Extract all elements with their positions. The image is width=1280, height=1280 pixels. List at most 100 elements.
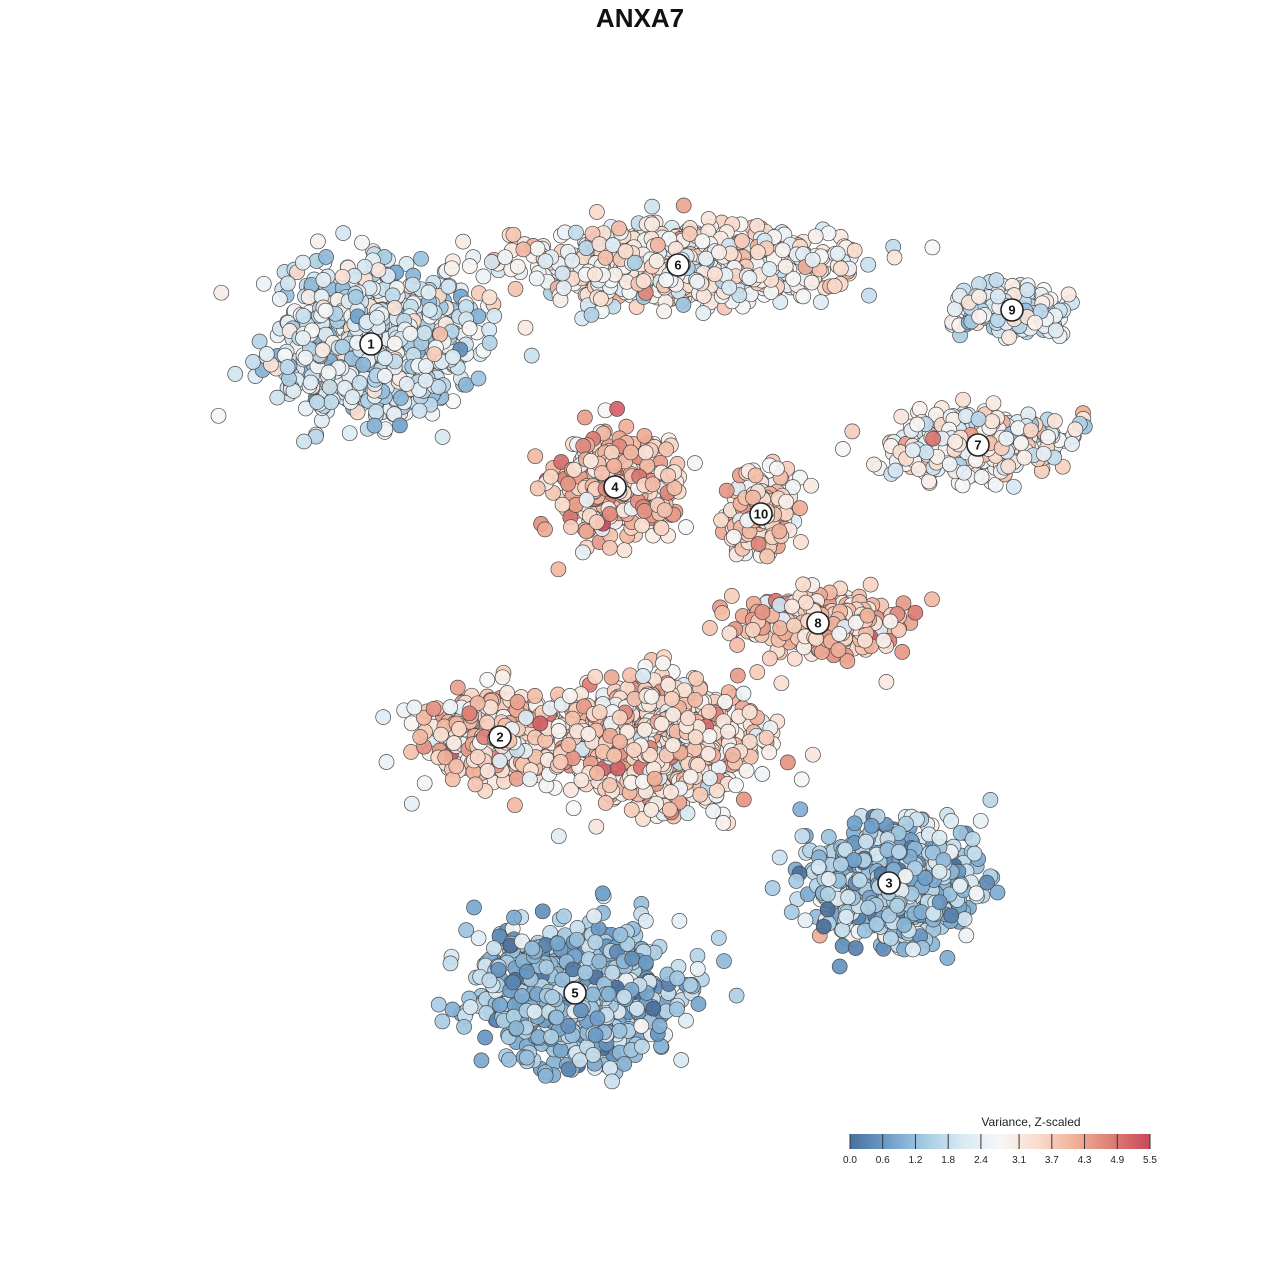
data-point (544, 989, 561, 1005)
data-point (794, 828, 811, 845)
data-point (956, 464, 972, 481)
data-point (392, 390, 409, 406)
data-point (518, 1049, 535, 1066)
data-point (377, 368, 393, 384)
data-point (517, 319, 534, 336)
data-point (368, 403, 384, 420)
data-point (479, 763, 496, 779)
data-point (455, 233, 471, 250)
data-point (497, 249, 513, 266)
data-point (356, 258, 373, 275)
data-point (585, 986, 601, 1003)
data-point (430, 379, 447, 395)
data-point (616, 1055, 633, 1072)
data-point (296, 433, 312, 450)
data-point (777, 258, 794, 275)
data-point (795, 288, 812, 305)
data-point (689, 273, 706, 290)
data-point (280, 275, 296, 292)
data-point (911, 401, 928, 417)
data-point (939, 950, 956, 966)
data-point (653, 520, 670, 537)
data-point (771, 849, 788, 866)
data-point (549, 935, 566, 952)
data-point (637, 444, 654, 461)
data-point (402, 325, 419, 342)
data-point (833, 260, 849, 277)
data-point (483, 254, 500, 270)
data-point (826, 278, 843, 294)
data-point (323, 394, 339, 411)
data-point (604, 1073, 620, 1090)
data-point (404, 276, 421, 293)
data-point (434, 1013, 451, 1030)
data-point (377, 350, 393, 367)
data-point (421, 302, 438, 318)
data-point (966, 845, 983, 862)
data-point (213, 284, 230, 301)
data-point (862, 576, 879, 593)
data-point (448, 758, 465, 775)
data-point (644, 198, 660, 215)
data-point (591, 236, 608, 252)
data-point (470, 370, 487, 387)
data-point (1067, 421, 1084, 438)
data-point (437, 749, 454, 766)
data-point (609, 401, 625, 417)
data-point (952, 877, 968, 894)
data-point (271, 291, 288, 307)
data-point (982, 792, 999, 808)
data-point (669, 1001, 685, 1018)
data-point (829, 245, 846, 262)
data-point (526, 1003, 543, 1020)
data-point (589, 1010, 606, 1027)
data-point (774, 242, 791, 259)
data-point (458, 376, 474, 393)
data-point (594, 885, 611, 902)
data-point (578, 491, 595, 508)
data-point (386, 300, 403, 316)
data-point (523, 347, 540, 364)
data-point (764, 880, 781, 896)
data-point (420, 284, 437, 301)
data-point (555, 280, 572, 296)
data-point (638, 954, 654, 971)
data-point (443, 260, 460, 277)
data-point (227, 366, 244, 382)
chart-title: ANXA7 (596, 3, 684, 33)
data-point (810, 859, 827, 875)
data-point (783, 904, 800, 920)
data-point (925, 430, 941, 447)
data-point (575, 438, 592, 454)
data-point (582, 453, 599, 469)
data-point (601, 506, 618, 522)
data-point (819, 901, 836, 918)
data-point (481, 289, 498, 306)
data-point (624, 950, 641, 967)
data-point (416, 709, 432, 726)
data-point (931, 829, 948, 846)
data-point (355, 356, 372, 373)
data-point (548, 1009, 565, 1026)
data-point (369, 309, 385, 326)
data-point (563, 519, 579, 535)
data-point (587, 1027, 604, 1044)
data-point (461, 320, 478, 337)
data-point (838, 908, 855, 925)
data-point (1047, 413, 1063, 429)
data-point (568, 931, 585, 948)
data-point (689, 947, 706, 964)
data-point (636, 427, 653, 444)
data-point (479, 714, 495, 731)
data-point (905, 941, 921, 958)
data-point (886, 249, 903, 266)
data-point (501, 1051, 517, 1068)
data-point (904, 442, 921, 459)
data-point (417, 372, 434, 389)
data-point (494, 669, 511, 686)
data-point (245, 354, 261, 370)
data-point (442, 699, 459, 715)
data-point (671, 913, 688, 929)
data-point (807, 228, 824, 245)
data-point (694, 233, 711, 250)
